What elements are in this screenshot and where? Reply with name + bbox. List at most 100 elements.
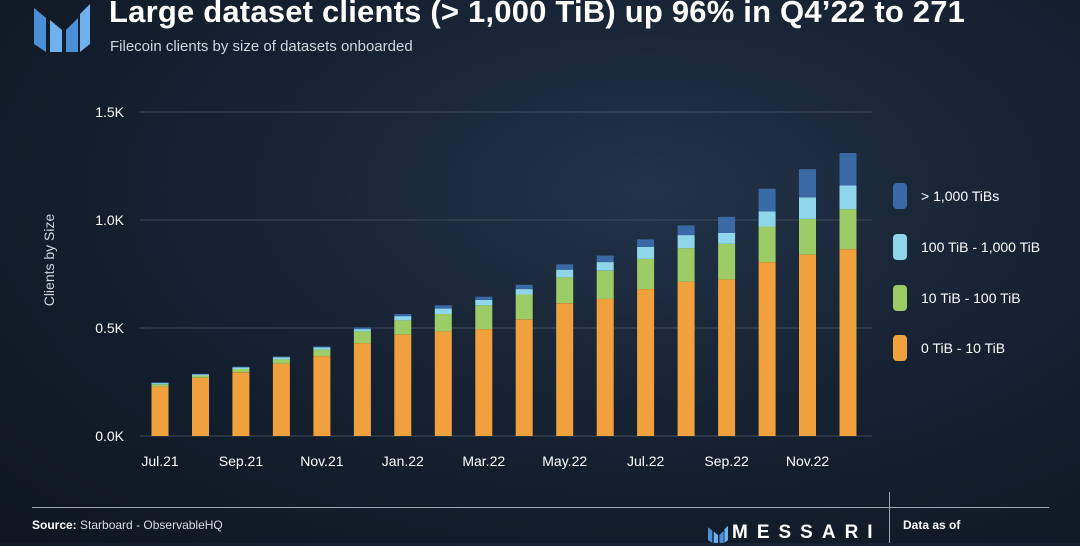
chart-title: Large dataset clients (> 1,000 TiB) up 9… xyxy=(109,0,966,29)
x-tick-label: Jul.21 xyxy=(141,453,179,469)
x-tick-label: Jul.22 xyxy=(627,453,665,469)
bar-segment xyxy=(839,209,857,250)
bar-segment xyxy=(434,314,452,332)
bar-segment xyxy=(475,305,493,330)
bar-segment xyxy=(718,243,736,280)
bar-segment xyxy=(637,247,655,259)
bar-segment xyxy=(758,226,776,263)
bar-segment xyxy=(151,382,169,383)
bar-segment xyxy=(596,255,614,263)
legend-label: 100 TiB - 1,000 TiB xyxy=(921,239,1040,255)
bars xyxy=(151,153,857,436)
bar-segment xyxy=(556,269,574,278)
x-axis-ticks: Jul.21 Sep.21 Nov.21 Jan.22 Mar.22 May.22 Jul.… xyxy=(141,453,829,469)
bar-segment xyxy=(272,359,290,364)
bar-segment xyxy=(313,346,331,348)
bar-segment xyxy=(839,249,857,436)
bar-segment xyxy=(677,248,695,282)
messari-logo xyxy=(34,4,90,52)
bar-segment xyxy=(434,308,452,314)
bar-segment xyxy=(758,188,776,212)
legend-label: > 1,000 TiBs xyxy=(921,188,999,204)
bar-segment xyxy=(353,327,371,330)
bar-segment xyxy=(839,153,857,186)
bar-segment xyxy=(192,377,209,436)
bar-segment xyxy=(515,289,533,295)
y-tick-label: 0.5K xyxy=(95,320,124,336)
bar-segment xyxy=(232,369,250,373)
bar-segment xyxy=(758,262,776,436)
bar-segment xyxy=(394,314,412,317)
bar-segment xyxy=(556,264,574,270)
bar-segment xyxy=(353,331,371,344)
bar-segment xyxy=(556,277,574,304)
bar-segment xyxy=(151,384,169,387)
legend-swatch xyxy=(893,335,907,361)
bar-segment xyxy=(232,366,250,368)
bar-segment xyxy=(556,303,574,436)
messari-brand-icon xyxy=(708,525,728,543)
bar-segment xyxy=(232,372,250,436)
bar-segment xyxy=(718,216,736,233)
legend: > 1,000 TiBs 100 TiB - 1,000 TiB 10 TiB - … xyxy=(893,183,1040,361)
bar-segment xyxy=(394,334,412,436)
bar-segment xyxy=(475,299,493,306)
bar-segment xyxy=(677,281,695,436)
bar-segment xyxy=(394,316,412,321)
bar-segment xyxy=(192,374,209,376)
bar-segment xyxy=(718,279,736,436)
messari-brand: MESSARI xyxy=(708,522,882,546)
y-axis-label: Clients by Size xyxy=(41,213,57,306)
bar-segment xyxy=(272,357,290,360)
gridlines xyxy=(140,111,872,437)
bar-segment xyxy=(313,349,331,357)
bar-segment xyxy=(515,319,533,436)
bar-segment xyxy=(637,239,655,247)
x-tick-label: Nov.22 xyxy=(786,453,830,469)
y-tick-label: 0.0K xyxy=(95,428,124,444)
bar-segment xyxy=(839,185,857,210)
x-tick-label: May.22 xyxy=(542,453,587,469)
x-tick-label: Nov.21 xyxy=(300,453,344,469)
y-axis-ticks: 0.0K 0.5K 1.0K 1.5K xyxy=(95,104,124,444)
bar-segment xyxy=(637,258,655,290)
bar-segment xyxy=(718,233,736,244)
bar-segment xyxy=(151,386,169,436)
x-tick-label: Sep.22 xyxy=(704,453,749,469)
x-tick-label: Jan.22 xyxy=(382,453,424,469)
bar-segment xyxy=(313,347,331,350)
bar-segment xyxy=(596,270,614,299)
legend-label: 0 TiB - 10 TiB xyxy=(921,340,1005,356)
legend-swatch xyxy=(893,183,907,209)
source-note: Source: Starboard - ObservableHQ xyxy=(32,518,223,532)
bar-segment xyxy=(758,211,776,227)
bar-segment xyxy=(272,363,290,436)
bar-segment xyxy=(272,356,290,358)
bar-segment xyxy=(677,235,695,249)
bar-segment xyxy=(313,356,331,436)
bar-segment xyxy=(192,373,209,375)
x-tick-label: Mar.22 xyxy=(462,453,505,469)
y-tick-label: 1.0K xyxy=(95,212,124,228)
legend-swatch xyxy=(893,234,907,260)
bar-segment xyxy=(151,383,169,385)
bar-segment xyxy=(637,289,655,436)
data-as-of: Data as of xyxy=(903,518,961,532)
bar-segment xyxy=(596,298,614,436)
legend-label: 10 TiB - 100 TiB xyxy=(921,290,1021,306)
bar-segment xyxy=(394,320,412,335)
source-label: Source: xyxy=(32,518,77,532)
bar-segment xyxy=(515,294,533,320)
chart-subtitle: Filecoin clients by size of datasets onb… xyxy=(110,38,413,55)
footer-vertical-divider xyxy=(889,492,890,543)
bar-segment xyxy=(475,329,493,436)
footer-divider-line xyxy=(32,507,1049,508)
y-tick-label: 1.5K xyxy=(95,104,124,120)
bar-segment xyxy=(515,284,533,290)
legend-swatch xyxy=(893,285,907,311)
bar-segment xyxy=(799,218,816,255)
bar-segment xyxy=(434,331,452,436)
bar-segment xyxy=(799,254,816,436)
bar-segment xyxy=(596,262,614,271)
